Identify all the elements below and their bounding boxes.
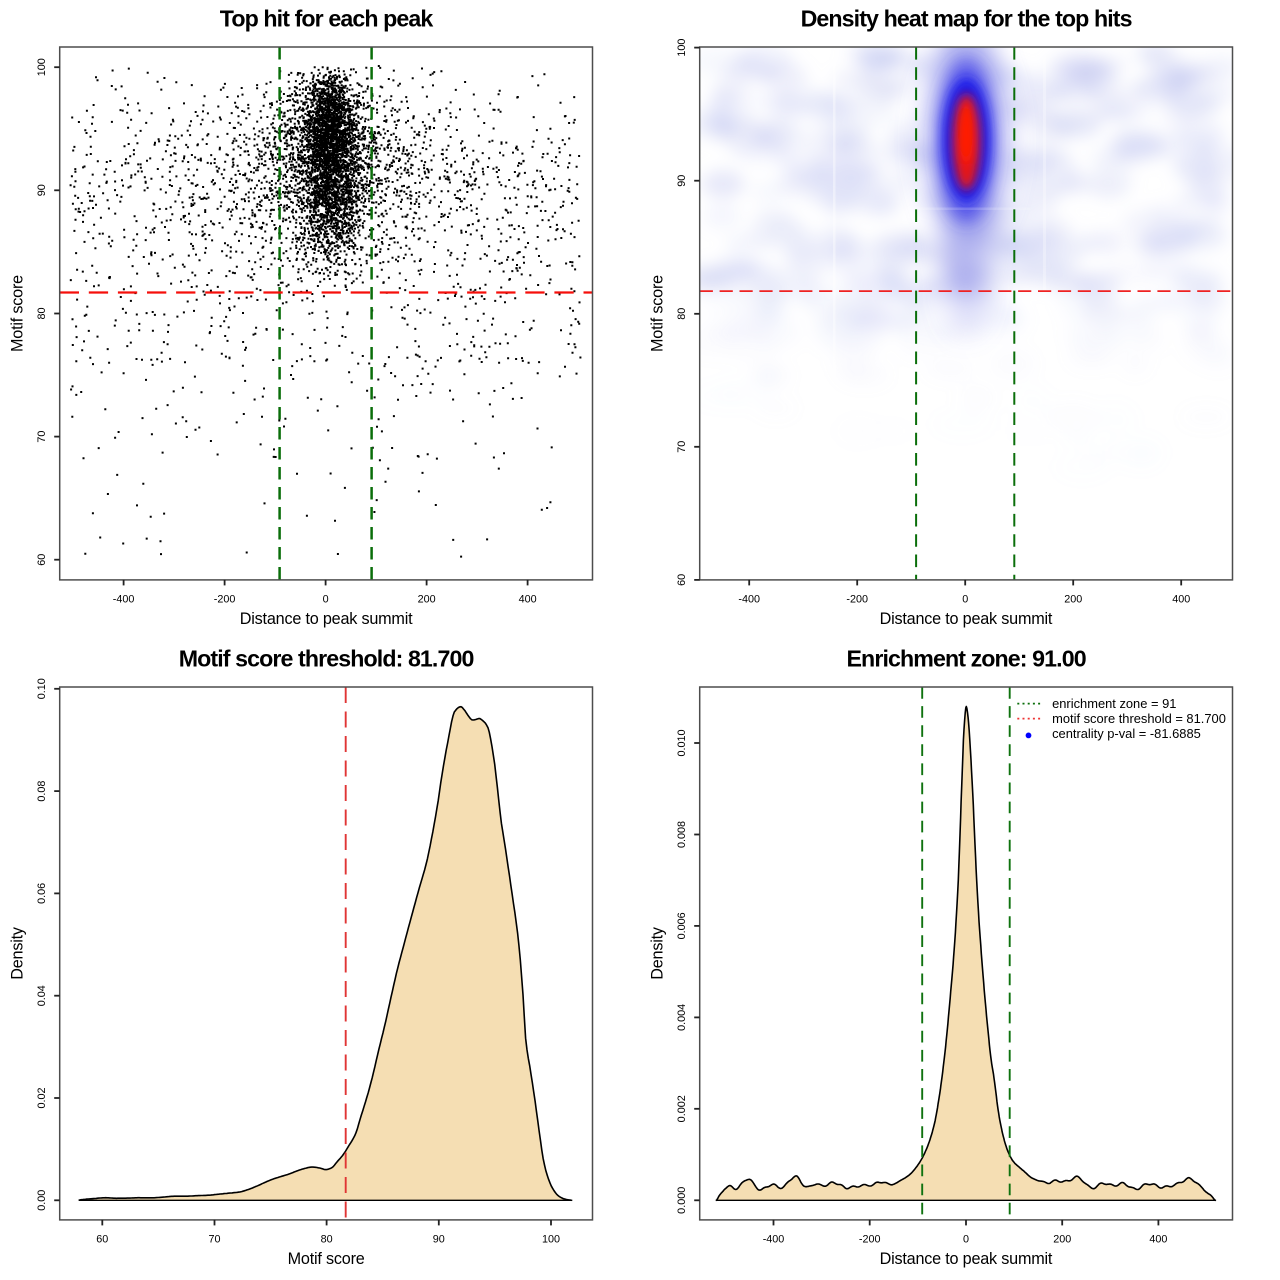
svg-text:0.000: 0.000: [676, 1187, 688, 1214]
svg-text:100: 100: [676, 39, 688, 57]
svg-text:60: 60: [676, 574, 688, 586]
svg-text:0.00: 0.00: [36, 1190, 48, 1211]
svg-text:100: 100: [36, 58, 48, 76]
svg-text:Motif score threshold: 81.700: Motif score threshold: 81.700: [179, 646, 474, 672]
svg-text:Motif score: Motif score: [9, 275, 27, 352]
svg-text:0.04: 0.04: [36, 985, 48, 1006]
svg-text:Enrichment zone: 91.00: Enrichment zone: 91.00: [846, 646, 1085, 672]
svg-text:-400: -400: [763, 1233, 785, 1245]
svg-text:80: 80: [676, 308, 688, 320]
svg-text:Density: Density: [649, 926, 667, 980]
svg-text:0.010: 0.010: [676, 729, 688, 756]
svg-text:60: 60: [36, 554, 48, 566]
svg-text:70: 70: [36, 431, 48, 443]
svg-text:90: 90: [36, 184, 48, 196]
svg-text:60: 60: [96, 1233, 108, 1245]
svg-text:enrichment zone = 91: enrichment zone = 91: [1052, 696, 1176, 711]
svg-text:Distance to peak summit: Distance to peak summit: [880, 610, 1053, 628]
svg-text:90: 90: [676, 175, 688, 187]
svg-text:400: 400: [519, 593, 537, 605]
svg-text:0: 0: [963, 1233, 969, 1245]
svg-text:-400: -400: [113, 593, 135, 605]
svg-text:Motif score: Motif score: [649, 275, 667, 352]
svg-text:0.08: 0.08: [36, 781, 48, 802]
svg-text:0: 0: [323, 593, 329, 605]
svg-text:70: 70: [208, 1233, 220, 1245]
svg-text:200: 200: [1053, 1233, 1071, 1245]
svg-text:Density heat map for the top h: Density heat map for the top hits: [801, 6, 1132, 32]
svg-text:200: 200: [1064, 593, 1082, 605]
svg-text:0.004: 0.004: [676, 1004, 688, 1031]
svg-text:400: 400: [1172, 593, 1190, 605]
svg-text:0.06: 0.06: [36, 883, 48, 904]
svg-text:80: 80: [321, 1233, 333, 1245]
svg-text:400: 400: [1149, 1233, 1167, 1245]
svg-text:centrality p-val = -81.6885: centrality p-val = -81.6885: [1052, 726, 1201, 741]
svg-text:0: 0: [962, 593, 968, 605]
svg-text:0.002: 0.002: [676, 1095, 688, 1122]
svg-text:0.006: 0.006: [676, 912, 688, 939]
svg-text:-200: -200: [214, 593, 236, 605]
svg-text:-200: -200: [846, 593, 868, 605]
svg-text:80: 80: [36, 307, 48, 319]
svg-text:motif score threshold = 81.700: motif score threshold = 81.700: [1052, 711, 1226, 726]
svg-text:90: 90: [433, 1233, 445, 1245]
svg-text:Top hit for each peak: Top hit for each peak: [220, 6, 434, 32]
svg-text:Motif score: Motif score: [288, 1250, 365, 1268]
svg-text:0.10: 0.10: [36, 678, 48, 699]
svg-text:Distance to peak summit: Distance to peak summit: [880, 1250, 1053, 1268]
svg-text:200: 200: [418, 593, 436, 605]
svg-text:70: 70: [676, 441, 688, 453]
svg-text:0.02: 0.02: [36, 1087, 48, 1108]
svg-text:0.008: 0.008: [676, 821, 688, 848]
svg-text:100: 100: [542, 1233, 560, 1245]
svg-text:Density: Density: [9, 926, 27, 980]
svg-text:Distance to peak summit: Distance to peak summit: [240, 610, 413, 628]
svg-text:-400: -400: [738, 593, 760, 605]
svg-text:-200: -200: [859, 1233, 881, 1245]
